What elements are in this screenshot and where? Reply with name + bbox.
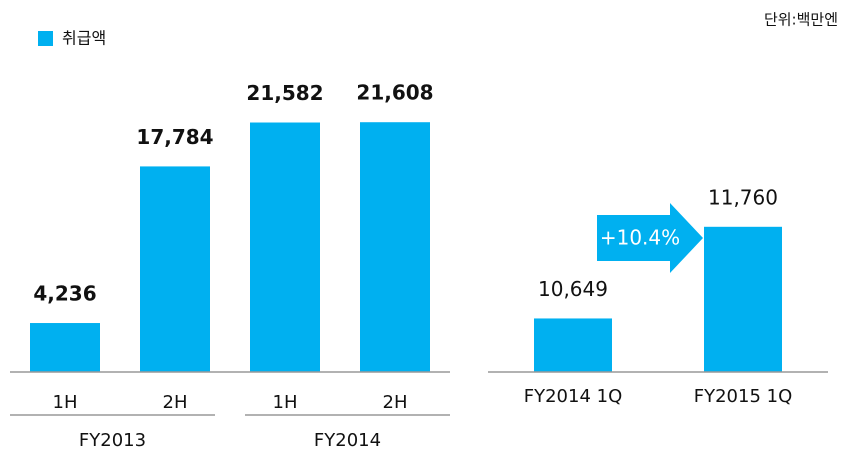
bar (140, 166, 210, 372)
x-tick-label: 1H (273, 392, 298, 413)
value-label: 4,236 (33, 282, 96, 306)
value-label: 17,784 (136, 125, 213, 149)
legend-label: 취급액 (62, 29, 106, 48)
x-tick-label: 1H (53, 392, 78, 413)
bar (534, 318, 612, 372)
unit-label: 단위:백만엔 (764, 11, 838, 29)
bar (360, 122, 430, 372)
x-tick-label: 2H (383, 392, 408, 413)
growth-label: +10.4% (600, 226, 680, 250)
group-label: FY2013 (79, 430, 146, 451)
x-tick-label: FY2014 1Q (524, 386, 623, 407)
group-label: FY2014 (314, 430, 381, 451)
bar (250, 122, 320, 372)
x-tick-label: FY2015 1Q (694, 386, 793, 407)
x-tick-label: 2H (163, 392, 188, 413)
value-label: 21,608 (356, 81, 433, 105)
growth-arrow (597, 203, 703, 273)
value-label: 11,760 (708, 185, 778, 209)
legend-swatch (38, 31, 53, 46)
value-label: 10,649 (538, 277, 608, 301)
value-label: 21,582 (246, 81, 323, 105)
bar (704, 226, 782, 372)
bar (30, 323, 100, 372)
